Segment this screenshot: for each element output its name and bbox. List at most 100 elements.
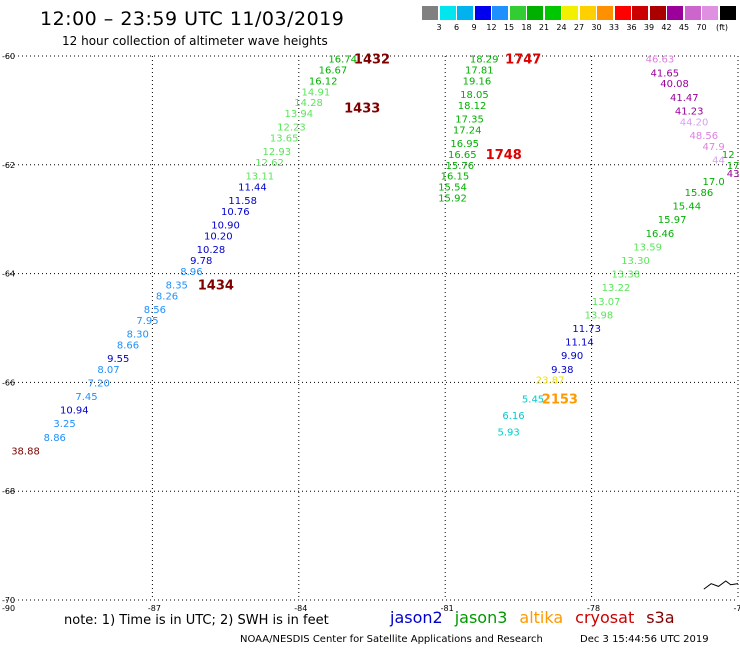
- wave-height-label: 6.16: [502, 411, 524, 422]
- wave-height-label: 12.93: [263, 147, 292, 158]
- x-tick-label: -81: [441, 604, 454, 613]
- wave-height-label: 7.95: [136, 316, 158, 327]
- legend-label: 24: [556, 23, 567, 32]
- wave-height-label: 16.74: [328, 55, 357, 66]
- wave-height-label: 10.90: [211, 221, 240, 232]
- legend-swatch: [509, 6, 526, 20]
- legend-swatch: [667, 6, 683, 20]
- wave-height-label: 15.54: [438, 183, 467, 194]
- legend-swatch: [579, 6, 596, 20]
- y-tick-label: -62: [2, 161, 15, 170]
- wave-height-label: 41.65: [650, 68, 679, 79]
- wave-height-label: 44: [712, 155, 725, 166]
- y-tick-label: -68: [2, 487, 15, 496]
- wave-height-label: 8.30: [127, 329, 149, 340]
- wave-height-label: 7.45: [75, 392, 97, 403]
- legend-swatch: [474, 6, 491, 20]
- wave-height-label: 13.59: [633, 242, 662, 253]
- footer-note: note: 1) Time is in UTC; 2) SWH is in fe…: [64, 613, 329, 628]
- x-corner-label: -90: [2, 604, 15, 613]
- wave-height-label: 7.20: [88, 378, 110, 389]
- wave-height-label: 10.76: [221, 207, 250, 218]
- wave-height-label: 13.22: [602, 283, 631, 294]
- legend-label: 42: [661, 23, 672, 32]
- wave-height-label: 38.88: [11, 446, 40, 457]
- legend-swatch: [527, 6, 543, 20]
- y-tick-label: -60: [2, 52, 15, 61]
- wave-height-label: 13.38: [611, 270, 640, 281]
- wave-height-label: 47.9: [702, 142, 724, 153]
- wave-height-label: 18.12: [458, 101, 487, 112]
- footer-credit: NOAA/NESDIS Center for Satellite Applica…: [240, 634, 543, 645]
- time-label: 1432: [354, 53, 390, 68]
- wave-height-label: 14.91: [302, 87, 331, 98]
- satellite-jason2: jason2: [390, 608, 443, 627]
- legend-label: 18: [521, 23, 532, 32]
- legend-label: 36: [626, 23, 637, 32]
- wave-height-label: 19.16: [463, 76, 492, 87]
- legend-label: 15: [503, 23, 515, 32]
- legend-swatch: [684, 6, 701, 20]
- wave-height-label: 15.86: [685, 188, 714, 199]
- wave-height-label: 48.56: [690, 131, 719, 142]
- wave-height-label: 10.94: [60, 406, 89, 417]
- legend-label: 12: [486, 23, 497, 32]
- wave-height-label: 44.20: [680, 117, 709, 128]
- wave-height-label: 13.07: [592, 297, 621, 308]
- wave-height-label: 16.46: [646, 229, 675, 240]
- wave-height-label: 17.24: [453, 125, 482, 136]
- wave-height-label: 15.97: [658, 215, 687, 226]
- wave-height-label: 12: [722, 150, 735, 161]
- wave-height-label: 13.94: [284, 109, 313, 120]
- legend-label: 27: [573, 23, 585, 32]
- legend-swatch: [562, 6, 578, 20]
- time-label: 2153: [542, 393, 578, 408]
- wave-height-label: 12.23: [277, 123, 306, 134]
- wave-height-label: 40.08: [660, 79, 689, 90]
- y-tick-label: -64: [2, 270, 15, 279]
- legend-label: 3: [436, 23, 442, 32]
- legend-swatch: [702, 6, 718, 20]
- y-tick-label: -70: [2, 596, 15, 605]
- wave-height-label: 8.35: [166, 280, 188, 291]
- wave-height-label: 8.56: [144, 305, 166, 316]
- time-label: 1747: [505, 53, 541, 68]
- legend-swatch: [597, 6, 613, 20]
- wave-height-label: 5.45: [522, 395, 544, 406]
- wave-height-label: 16.95: [450, 139, 479, 150]
- wave-height-label: 13.11: [245, 172, 274, 183]
- wave-height-label: 13.30: [621, 256, 650, 267]
- legend-swatch: [649, 6, 666, 20]
- wave-height-label: 9.90: [561, 351, 583, 362]
- chart-title: 12:00 – 23:59 UTC 11/03/2019: [40, 8, 345, 30]
- wave-height-label: 16.12: [309, 76, 338, 87]
- wave-height-label: 10.28: [197, 245, 226, 256]
- legend-swatch: [492, 6, 508, 20]
- wave-height-label: 8.26: [156, 291, 178, 302]
- legend-label: 70: [696, 23, 707, 32]
- wave-height-label: 17: [727, 161, 740, 172]
- x-tick-label: -84: [294, 604, 307, 613]
- time-label: 1748: [486, 148, 522, 163]
- legend-swatch: [422, 6, 438, 20]
- wave-height-label: 15.92: [438, 193, 467, 204]
- wave-height-label: 41.23: [675, 106, 704, 117]
- wave-height-label: 16.65: [448, 150, 477, 161]
- wave-height-label: 46.63: [646, 55, 675, 66]
- chart-subtitle: 12 hour collection of altimeter wave hei…: [62, 34, 328, 48]
- wave-height-label: 8.96: [180, 267, 202, 278]
- wave-height-label: 9.78: [190, 256, 212, 267]
- wave-height-label: 8.07: [97, 365, 119, 376]
- legend-label: 30: [591, 23, 602, 32]
- wave-height-label: 17.0: [702, 177, 724, 188]
- wave-height-label: 9.55: [107, 354, 129, 365]
- wave-height-label: 17.81: [465, 66, 494, 77]
- satellite-legend: jason2 jason3 altika cryosat s3a: [390, 608, 687, 627]
- wave-height-label: 12.62: [255, 158, 284, 169]
- wave-height-label: 15.44: [672, 202, 701, 213]
- wave-height-label: 18.29: [470, 55, 499, 66]
- legend-label: 33: [608, 23, 620, 32]
- wave-height-label: 15.76: [446, 161, 475, 172]
- wave-height-label: 11.44: [238, 183, 267, 194]
